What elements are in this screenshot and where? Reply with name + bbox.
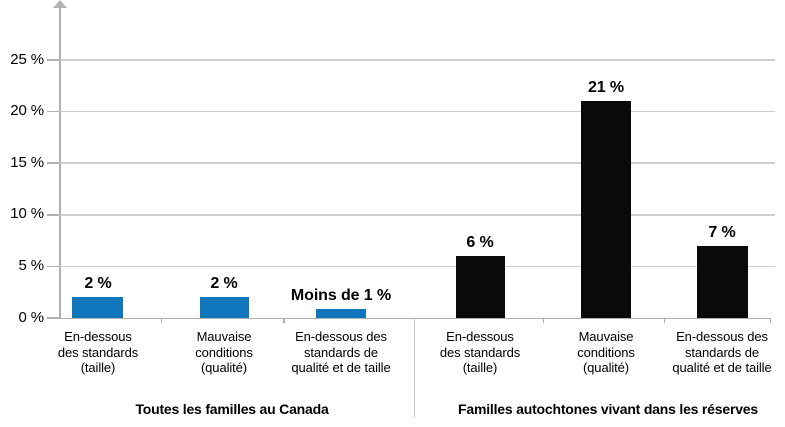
group-title-canada: Toutes les familles au Canada <box>135 401 329 417</box>
bar-canada-qualite <box>200 297 249 318</box>
category-label: En-dessous des standards de qualité et d… <box>291 329 391 375</box>
gridline-10 <box>60 214 775 216</box>
y-tick <box>47 214 60 216</box>
x-axis-end-tick <box>769 318 771 323</box>
y-tick <box>47 110 60 113</box>
y-axis-label: 20 % <box>10 102 44 119</box>
value-label: 6 % <box>466 234 494 252</box>
bar-reserves-taille <box>456 256 505 318</box>
gridline-5 <box>60 265 775 268</box>
y-tick <box>47 317 60 319</box>
category-label: En-dessous des standards (taille) <box>57 329 139 375</box>
group-title-reserves: Familles autochtones vivant dans les rés… <box>458 401 758 417</box>
y-tick <box>47 162 60 164</box>
y-tick <box>47 265 60 268</box>
value-label: 21 % <box>587 79 625 97</box>
x-tick <box>663 318 665 323</box>
category-label: En-dessous des standards (taille) <box>439 329 521 375</box>
bar-reserves-qualite <box>581 101 631 318</box>
x-tick <box>283 318 285 323</box>
x-axis-line <box>60 317 771 320</box>
y-axis-label: 5 % <box>18 257 44 274</box>
value-label: 2 % <box>84 275 112 293</box>
bar-reserves-qualite-taille <box>697 245 748 318</box>
bar-canada-taille <box>72 297 123 318</box>
gridline-20 <box>60 110 775 113</box>
y-axis-label: 0 % <box>18 309 44 326</box>
y-axis-label: 10 % <box>10 205 44 222</box>
category-label: Mauvaise conditions (qualité) <box>577 329 635 375</box>
value-label: 2 % <box>210 275 238 293</box>
gridline-25 <box>60 59 775 61</box>
x-tick <box>542 318 544 323</box>
value-label: Moins de 1 % <box>290 286 392 304</box>
category-label: En-dessous des standards de qualité et d… <box>672 329 772 375</box>
x-tick <box>160 318 162 323</box>
category-label: Mauvaise conditions (qualité) <box>195 329 253 375</box>
y-axis-arrow-up-icon <box>53 0 67 8</box>
gridline-15 <box>60 162 775 164</box>
y-axis-label: 25 % <box>10 51 44 68</box>
group-divider-line <box>413 318 415 417</box>
value-label: 7 % <box>708 223 736 241</box>
bar-canada-qualite-taille <box>316 308 366 318</box>
y-tick <box>47 59 60 61</box>
y-axis-label: 15 % <box>10 154 44 171</box>
